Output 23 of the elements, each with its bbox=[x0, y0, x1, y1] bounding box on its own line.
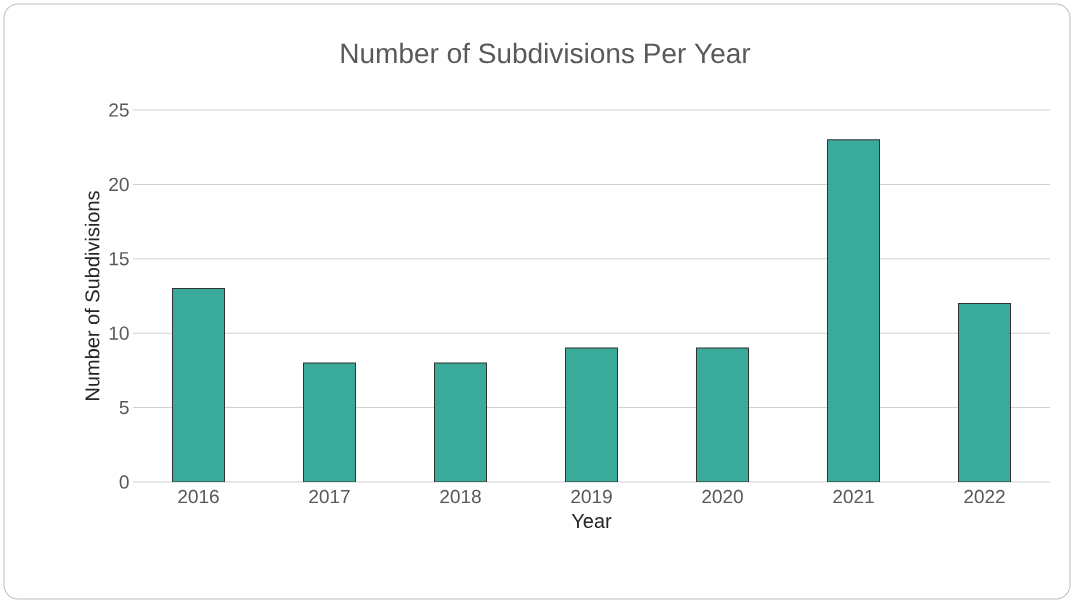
x-tick-label: 2020 bbox=[702, 489, 743, 504]
bar bbox=[827, 139, 881, 482]
bar bbox=[172, 288, 225, 482]
x-tick-label: 2021 bbox=[833, 489, 874, 504]
y-tick-label: 20 bbox=[109, 177, 129, 192]
y-tick-label: 0 bbox=[119, 475, 129, 489]
x-tick-label: 2022 bbox=[964, 489, 1005, 504]
bar bbox=[696, 347, 750, 482]
y-tick-label: 25 bbox=[109, 103, 129, 117]
bar bbox=[434, 362, 487, 482]
bar bbox=[958, 302, 1012, 482]
bar bbox=[565, 347, 618, 482]
y-tick-label: 10 bbox=[109, 326, 129, 340]
x-tick-label: 2016 bbox=[178, 489, 219, 504]
y-tick-label: 15 bbox=[109, 252, 129, 266]
y-tick-label: 5 bbox=[119, 400, 129, 415]
x-tick-label: 2018 bbox=[440, 489, 481, 504]
x-tick-label: 2019 bbox=[571, 489, 612, 504]
x-tick-label: 2017 bbox=[309, 489, 350, 504]
bar bbox=[303, 362, 356, 482]
y-axis-title: Number of Subdivisions bbox=[84, 191, 100, 400]
chart-title: Number of Subdivisions Per Year bbox=[341, 42, 751, 64]
x-axis-title: Year bbox=[571, 514, 612, 529]
